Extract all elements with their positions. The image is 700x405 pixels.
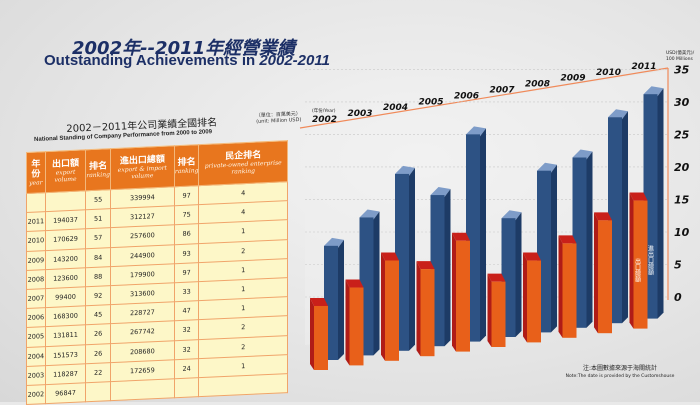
bar-side-import-export [444,189,451,347]
bar-export [562,243,577,338]
bar-top-import-export [430,187,451,198]
y-unit-label: 100 Millions [666,56,694,62]
x-tick-label: 2010 [596,68,621,78]
bar-top-import-export [359,209,380,220]
y-tick-label: 25 [674,128,690,141]
note-cn: 注:本圖數據來源于海關統計 [582,365,658,372]
bar-side-export [416,261,421,357]
bar-top-import-export [395,165,415,176]
x-tick-label: 2006 [454,91,479,101]
bar-side-import-export [409,167,415,351]
x-tick-label: 2008 [525,80,550,90]
y-unit-label: USD(億美元)/ [666,49,695,56]
bar-side-export [594,212,598,334]
x-tick-label: 2004 [383,103,408,113]
bar-export [314,305,328,370]
bar-side-import-export [373,211,380,356]
bar-side-export [310,297,314,370]
x-tick-label: 2002 [312,115,337,125]
y-tick-label: 30 [674,96,690,109]
y-tick-label: 5 [674,258,682,271]
bar-top-export [558,235,577,244]
bar-export [349,287,364,366]
bar-side-export [523,252,527,343]
bar-top-export [345,279,364,288]
y-tick-label: 35 [674,63,690,76]
bar-export [598,220,612,334]
bar-side-export [452,232,456,352]
y-tick-label: 0 [674,291,682,304]
bar-side-import-export [551,164,557,333]
title-en: Outstanding Achievements in 2002-2011 [44,52,330,69]
bar-side-export [629,192,634,329]
bar-side-import-export [586,151,593,328]
bar-top-export [416,261,435,270]
title-en-prefix: Outstanding Achievements in [44,52,260,69]
bar-side-export [381,252,385,361]
bar-side-export [558,235,563,338]
chart-top-line [299,67,669,129]
bar-top-export [594,212,612,221]
y-tick-label: 15 [674,193,690,206]
bar-side-import-export [515,212,522,337]
x-tick-label: 2005 [419,97,444,107]
bar-export [456,240,470,352]
bar-top-export [487,273,506,282]
bar-top-import-export [572,149,593,160]
bar-top-import-export [324,237,344,248]
bar-side-import-export [480,128,486,342]
bar-side-export [487,273,492,347]
bar-export [420,269,435,357]
bar-top-export [381,252,399,261]
source-note: 注:本圖數據來源于海關統計 Note:The date is provided … [545,365,695,381]
series-label-export: 出口總額 [634,257,641,283]
y-tick-label: 10 [674,226,690,239]
bar-top-import-export [643,86,664,97]
bar-top-import-export [608,109,628,120]
bar-export [527,260,541,343]
title-en-years: 2002-2011 [259,52,330,69]
x-tick-label: 2007 [490,86,516,96]
x-tick-label: 2003 [348,109,373,119]
note-en: Note:The date is provided by the Customs… [565,374,675,379]
series-label-import-export: 進出口總額 [647,244,654,276]
bar-export [385,260,399,361]
bar-top-import-export [501,210,522,221]
bar-top-export [452,232,470,241]
bar-top-export [310,297,328,306]
bar-export [491,281,506,347]
bar-top-export [523,252,541,261]
bar-top-import-export [466,126,486,137]
bar-side-import-export [622,111,628,324]
title-cn: 2002年--2011年經營業績 [72,38,296,59]
y-tick-label: 20 [674,161,690,174]
bar-side-export [345,279,350,366]
bar-side-import-export [338,239,344,360]
bar-side-import-export [657,88,664,319]
x-tick-label: 2009 [561,74,586,84]
x-tick-label: 2011 [632,62,657,72]
bar-top-export [629,192,648,201]
x-unit-label: (年份/Year) [312,107,336,114]
bar-top-import-export [537,162,557,173]
bar-export [633,200,648,329]
